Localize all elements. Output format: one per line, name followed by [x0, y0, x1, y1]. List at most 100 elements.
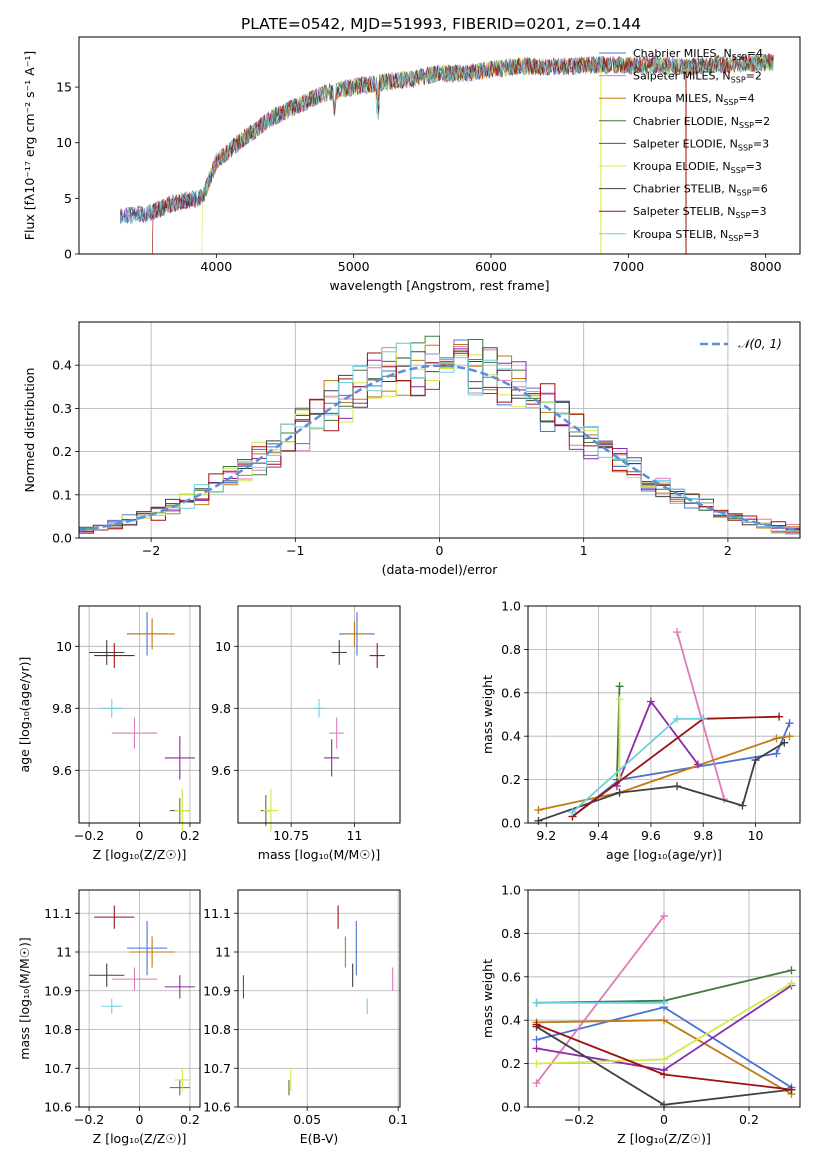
age_vs_Z-panel: −0.2 0 0.2 9.6 9.8 10 Z [log₁₀(Z/Z☉)] age [log₁…: [17, 605, 201, 862]
mass_vs_EBV-ticks: 0.05 0.1 10.6 10.7 10.8 10.9 11 11.1: [203, 890, 408, 1127]
normal-reference-curve: [78, 364, 801, 532]
legend-entry-text: Salpeter MILES, N: [633, 70, 731, 83]
weight-point-marker: [772, 749, 781, 758]
y-tick-label: 5: [64, 191, 72, 206]
mass_weight_vs_age-ticks: 9.2 9.4 9.6 9.8 10 0.0 0.2 0.4 0.6 0.8 1.0: [501, 599, 800, 843]
y-tick-label: 11.1: [44, 906, 72, 921]
spectrum-marks: [119, 53, 774, 254]
y-axis-label: mass weight: [480, 959, 495, 1038]
y-tick-label: 0.0: [501, 816, 521, 831]
x-axis-label: age [log₁₀(age/yr)]: [606, 847, 722, 862]
weight-point-marker: [787, 979, 796, 988]
errorbar-point: [369, 643, 385, 668]
y-tick-label: 0.8: [501, 926, 521, 941]
x-tick-label: 10: [748, 828, 764, 843]
legend-entry: Chabrier ELODIE, NSSP=2: [633, 115, 770, 130]
legend-entry-tail: =3: [746, 160, 762, 173]
y-axis-label: mass weight: [480, 675, 495, 754]
weight-series-line: [538, 741, 785, 822]
weight-point-marker: [751, 756, 760, 765]
y-axis-label: Flux [fλ10⁻¹⁷ erg cm⁻² s⁻¹ A⁻¹]: [22, 51, 37, 240]
residual_distribution-frame: [78, 321, 801, 539]
weight-point-marker: [532, 1035, 541, 1044]
weight-series-line: [535, 915, 665, 1084]
age_vs_Z-ticks: −0.2 0 0.2 9.6 9.8 10: [52, 606, 200, 843]
y-tick-label: 10.6: [44, 1100, 72, 1115]
x-axis-label: Z [log₁₀(Z/Z☉)]: [93, 1131, 187, 1146]
y-tick-label: 0.0: [52, 531, 72, 546]
mass_vs_Z-ticks: −0.2 0 0.2 10.6 10.7 10.8 10.9 11 11.1: [44, 890, 200, 1127]
x-tick-label: 0: [136, 1112, 144, 1127]
legend-entry-subscript: SSP: [731, 76, 746, 85]
x-tick-label: 9.6: [641, 828, 661, 843]
weight-point-marker: [785, 719, 794, 728]
weight-point-marker: [785, 732, 794, 741]
weight-point-marker: [660, 1070, 668, 1079]
histogram-series: [79, 335, 800, 533]
x-tick-label: 2: [724, 543, 732, 558]
x-axis-label: Z [log₁₀(Z/Z☉)]: [93, 847, 187, 862]
y-tick-label: 10.8: [44, 1022, 72, 1037]
errorbar-point: [89, 963, 125, 987]
legend-entry-tail: =3: [743, 228, 759, 241]
legend-entry-subscript: SSP: [732, 53, 747, 62]
weight-point-marker: [534, 816, 543, 825]
age_vs_mass-frame: [237, 605, 401, 824]
weight-point-marker: [673, 782, 682, 791]
errorbar-point: [329, 717, 345, 749]
y-tick-label: 10: [56, 639, 72, 654]
errorbar-point: [111, 717, 158, 749]
weight-point-marker: [772, 734, 781, 743]
histogram-series: [79, 342, 800, 532]
legend-entry-text: Salpeter STELIB, N: [633, 205, 735, 218]
weight-point-marker: [660, 1055, 668, 1064]
x-tick-label: 7000: [612, 259, 644, 274]
x-tick-label: 0.2: [180, 828, 200, 843]
weight-point-marker: [787, 1085, 796, 1094]
legend-entry-text: Chabrier STELIB, N: [633, 183, 737, 196]
mass_vs_Z-panel: −0.2 0 0.2 10.6 10.7 10.8 10.9 11 11.1 Z [log₁₀(Z…: [17, 889, 201, 1146]
x-tick-label: 9.4: [589, 828, 609, 843]
y-tick-label: 0.3: [52, 401, 72, 416]
x-tick-label: 9.8: [693, 828, 713, 843]
weight-point-marker: [660, 912, 668, 921]
y-tick-label: 0.2: [501, 1056, 521, 1071]
weight-point-marker: [532, 1059, 541, 1068]
x-tick-label: 8000: [750, 259, 782, 274]
y-tick-label: 9.6: [211, 763, 231, 778]
errorbar-point: [331, 640, 347, 665]
mass_weight_vs_age-marks: [534, 628, 794, 825]
x-tick-label: −0.2: [74, 1112, 104, 1127]
mass_vs_EBV-marks: [242, 905, 394, 1096]
mass_vs_EBV-frame: [237, 889, 401, 1108]
y-tick-label: 0.2: [52, 444, 72, 459]
y-tick-label: 1.0: [501, 883, 521, 898]
errorbar-point: [164, 736, 195, 780]
legend-entry-subscript: SSP: [737, 189, 752, 198]
legend-entry: Kroupa MILES, NSSP=4: [633, 92, 755, 107]
weight-point-marker: [646, 697, 655, 706]
weight-series-line: [571, 715, 780, 818]
weight-point-marker: [532, 998, 541, 1007]
mass_vs_Z-frame: [78, 889, 201, 1108]
weight-point-marker: [615, 682, 624, 691]
y-tick-label: 1.0: [501, 599, 521, 614]
weight-series-line: [571, 722, 791, 818]
weight-point-marker: [660, 1016, 668, 1025]
x-tick-label: 0.1: [388, 1112, 408, 1127]
y-axis-label: age [log₁₀(age/yr)]: [17, 657, 32, 773]
mass_weight_vs_Z-frame: [527, 889, 801, 1108]
y-axis-label: mass [log₁₀(M/M☉)]: [17, 937, 32, 1059]
legend-entry-text: Chabrier ELODIE, N: [633, 115, 739, 128]
errorbar-point: [126, 921, 168, 976]
errorbar-point: [89, 640, 125, 665]
x-tick-label: 5000: [338, 259, 370, 274]
x-tick-label: −1: [286, 543, 304, 558]
y-tick-label: 9.8: [211, 701, 231, 716]
weight-point-marker: [568, 808, 577, 817]
legend-entry: Chabrier MILES, NSSP=4: [633, 47, 763, 62]
y-tick-label: 0.1: [52, 487, 72, 502]
weight-point-marker: [775, 712, 784, 721]
legend-entry-tail: =3: [750, 205, 766, 218]
